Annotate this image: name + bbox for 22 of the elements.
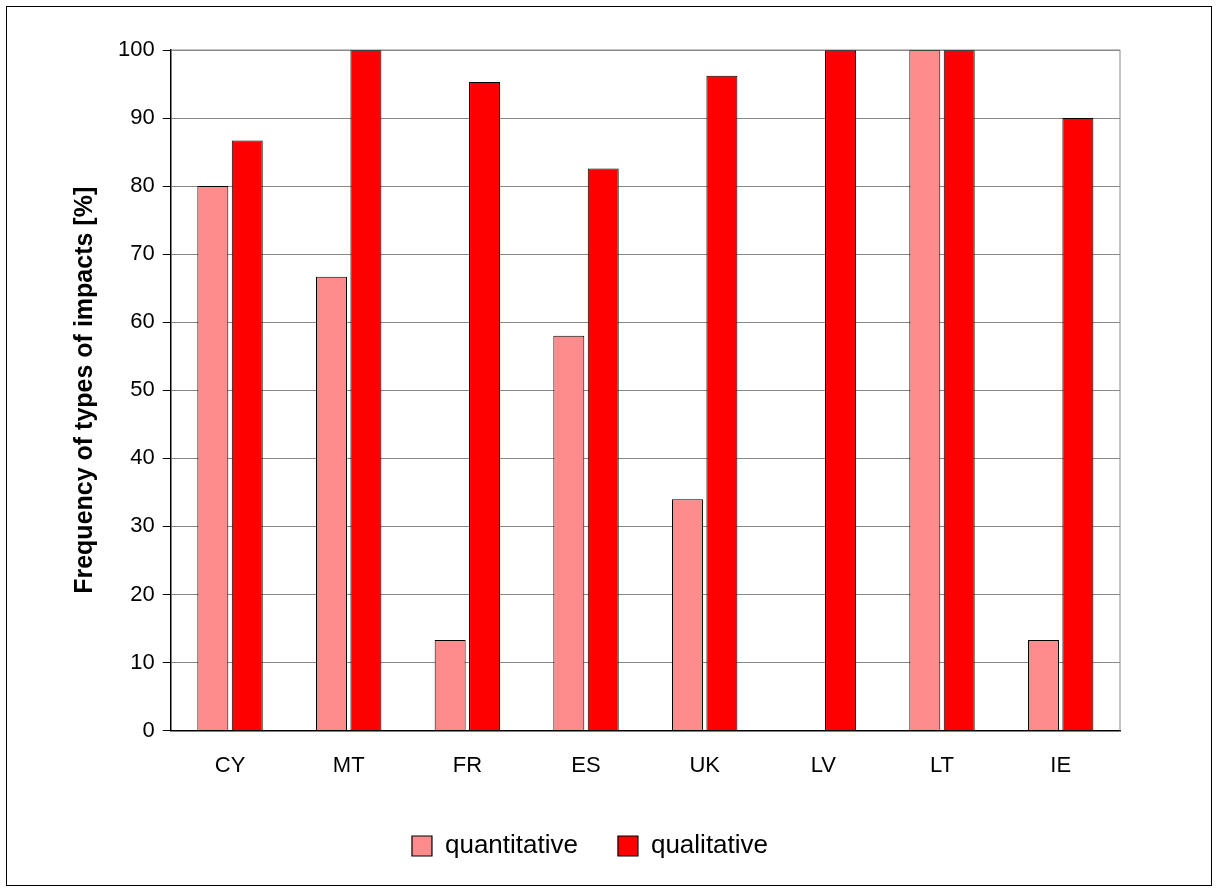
y-tick-label: 100 [117, 36, 155, 62]
x-tick-label: UK [689, 751, 721, 777]
x-tick-label: IE [1050, 751, 1072, 777]
legend-label: qualitative [650, 829, 769, 860]
y-tick-label: 50 [130, 376, 155, 402]
x-tick-label: FR [452, 751, 483, 777]
y-tick-label: 70 [130, 240, 155, 266]
y-tick-label: 80 [130, 172, 155, 198]
y-tick-label: 10 [130, 648, 155, 674]
x-tick-label: LV [810, 751, 837, 777]
y-tick-label: 20 [130, 580, 155, 606]
y-tick-label: 0 [142, 716, 155, 742]
x-tick-label: CY [214, 751, 246, 777]
y-tick-label: 90 [130, 104, 155, 130]
x-tick-label: LT [929, 751, 955, 777]
y-tick-label: 60 [130, 308, 155, 334]
x-tick-label: MT [332, 751, 365, 777]
y-axis-title: Frequency of types of impacts [%] [68, 186, 97, 594]
x-tick-label: ES [571, 751, 601, 777]
y-tick-label: 30 [130, 512, 155, 538]
y-tick-label: 40 [130, 444, 155, 470]
legend-label: quantitative [444, 829, 578, 860]
